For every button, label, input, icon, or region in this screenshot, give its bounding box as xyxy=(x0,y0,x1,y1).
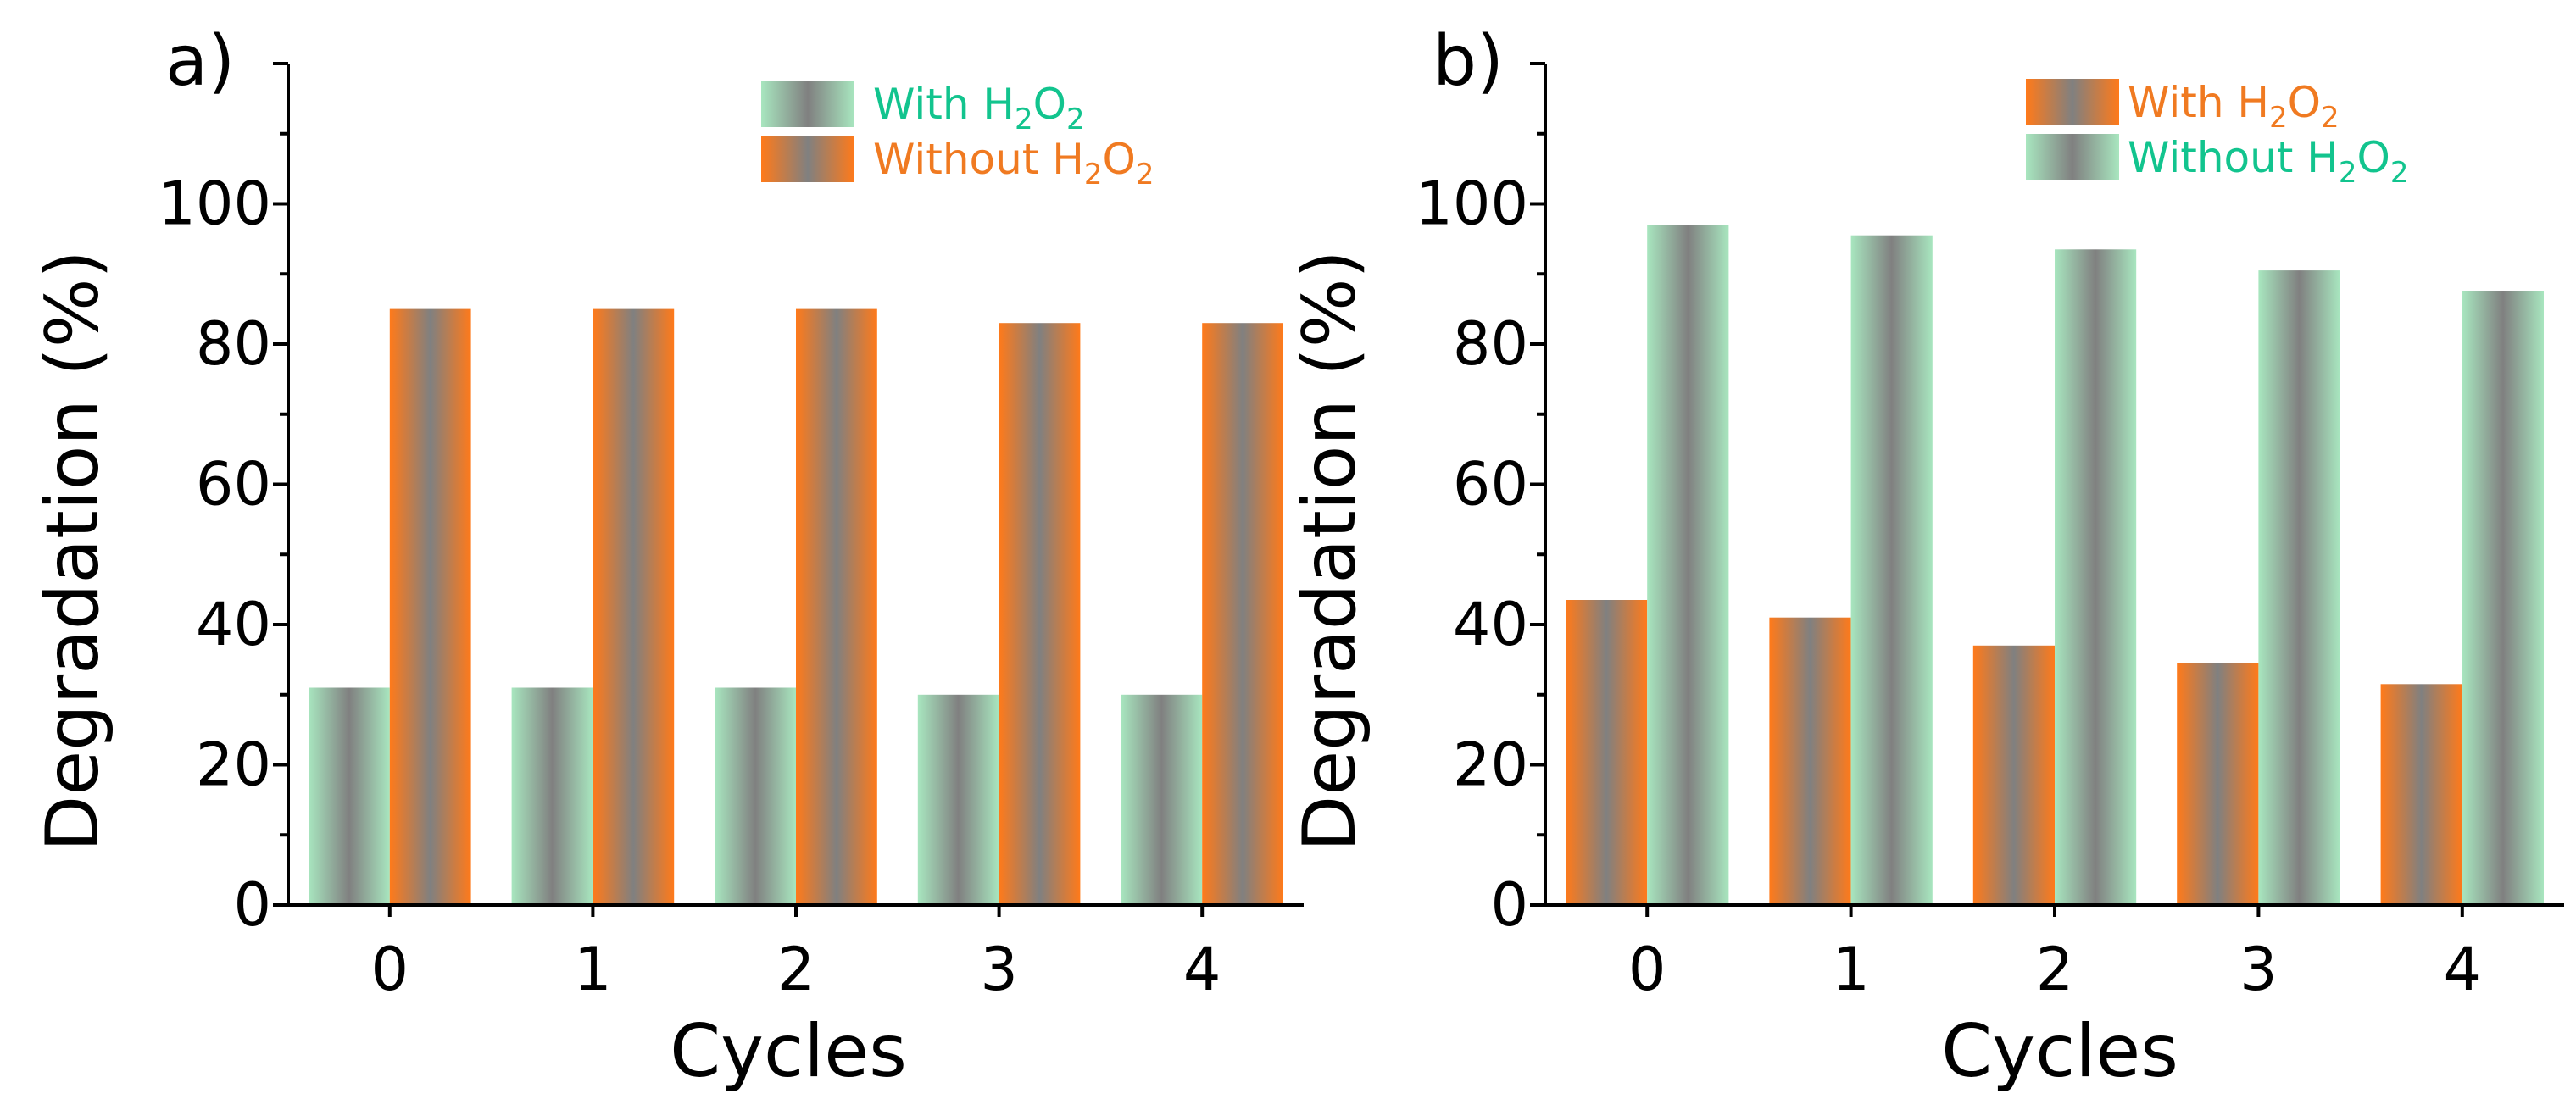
legend-a: With H2O2 Without H2O2 xyxy=(761,80,1154,192)
y-tick-label-a: 100 xyxy=(158,169,271,239)
y-tick-label-b: 100 xyxy=(1415,169,1528,239)
y-tick-label-b: 20 xyxy=(1453,730,1528,800)
legend-swatch-a-with xyxy=(761,81,854,127)
bar-b-without-cycle-3 xyxy=(2258,270,2340,906)
legend-label-b-with: With H2O2 xyxy=(2128,78,2340,135)
bar-b-with-cycle-4 xyxy=(2380,684,2462,905)
bar-b-with-cycle-1 xyxy=(1769,617,1851,905)
bar-b-with-cycle-2 xyxy=(1972,645,2055,905)
bar-a-with-cycle-1 xyxy=(511,687,593,905)
x-tick-label-b: 2 xyxy=(2036,935,2074,1004)
y-axis-title-a: Degradation (%) xyxy=(31,250,115,852)
bar-b-with-cycle-0 xyxy=(1566,600,1648,905)
legend-swatch-a-without xyxy=(761,136,854,182)
bar-a-without-cycle-0 xyxy=(389,308,471,906)
x-tick-label-a: 0 xyxy=(371,935,409,1004)
y-tick-label-b: 80 xyxy=(1453,309,1528,379)
chart-panel-a: a) Degradation (%) Cycles 0 1 2 3 4020406080… xyxy=(31,21,1304,1094)
x-tick-label-a: 2 xyxy=(777,935,815,1004)
panel-label-a: a) xyxy=(165,21,235,102)
bar-a-without-cycle-2 xyxy=(796,308,877,906)
y-tick-label-a: 0 xyxy=(233,870,271,940)
y-tick-label-b: 0 xyxy=(1490,870,1528,940)
x-tick-label-a: 4 xyxy=(1183,935,1221,1004)
y-axis-title-b: Degradation (%) xyxy=(1288,250,1372,852)
panel-label-b: b) xyxy=(1433,21,1504,102)
x-tick-label-b: 1 xyxy=(1832,935,1870,1004)
x-tick-label-a: 1 xyxy=(574,935,612,1004)
y-tick-label-a: 40 xyxy=(196,590,271,659)
bar-a-without-cycle-4 xyxy=(1202,323,1283,905)
y-tick-label-a: 80 xyxy=(196,309,271,379)
bar-b-without-cycle-0 xyxy=(1647,225,1729,905)
y-tick-label-b: 40 xyxy=(1453,590,1528,659)
x-axis-title-b: Cycles xyxy=(1941,1009,2178,1094)
bar-b-without-cycle-2 xyxy=(2055,249,2137,905)
legend-label-a-with: With H2O2 xyxy=(873,80,1085,136)
y-tick-label-a: 20 xyxy=(196,730,271,800)
bar-a-with-cycle-2 xyxy=(715,687,796,905)
bar-b-with-cycle-3 xyxy=(2177,663,2259,905)
bar-b-without-cycle-1 xyxy=(1850,235,1933,905)
x-tick-label-a: 3 xyxy=(980,935,1018,1004)
x-tick-label-b: 3 xyxy=(2239,935,2278,1004)
bar-a-with-cycle-0 xyxy=(309,687,390,905)
legend-label-b-without: Without H2O2 xyxy=(2128,133,2409,190)
x-tick-label-b: 4 xyxy=(2444,935,2482,1004)
x-tick-label-b: 0 xyxy=(1628,935,1666,1004)
bar-a-with-cycle-4 xyxy=(1121,694,1203,906)
chart-panel-b: b) Degradation (%) Cycles 0 1 2 3 4020406080… xyxy=(1288,21,2564,1094)
legend-swatch-b-without xyxy=(2026,134,2119,180)
bar-a-with-cycle-3 xyxy=(917,694,999,906)
bar-a-without-cycle-3 xyxy=(999,323,1081,905)
x-axis-title-a: Cycles xyxy=(670,1009,907,1094)
y-tick-label-a: 60 xyxy=(196,450,271,519)
legend-label-a-without: Without H2O2 xyxy=(873,135,1154,192)
legend-swatch-b-with xyxy=(2026,79,2119,125)
legend-b: With H2O2 Without H2O2 xyxy=(2026,78,2409,190)
bar-a-without-cycle-1 xyxy=(593,308,675,906)
bar-b-without-cycle-4 xyxy=(2462,291,2544,905)
y-tick-label-b: 60 xyxy=(1453,450,1528,519)
